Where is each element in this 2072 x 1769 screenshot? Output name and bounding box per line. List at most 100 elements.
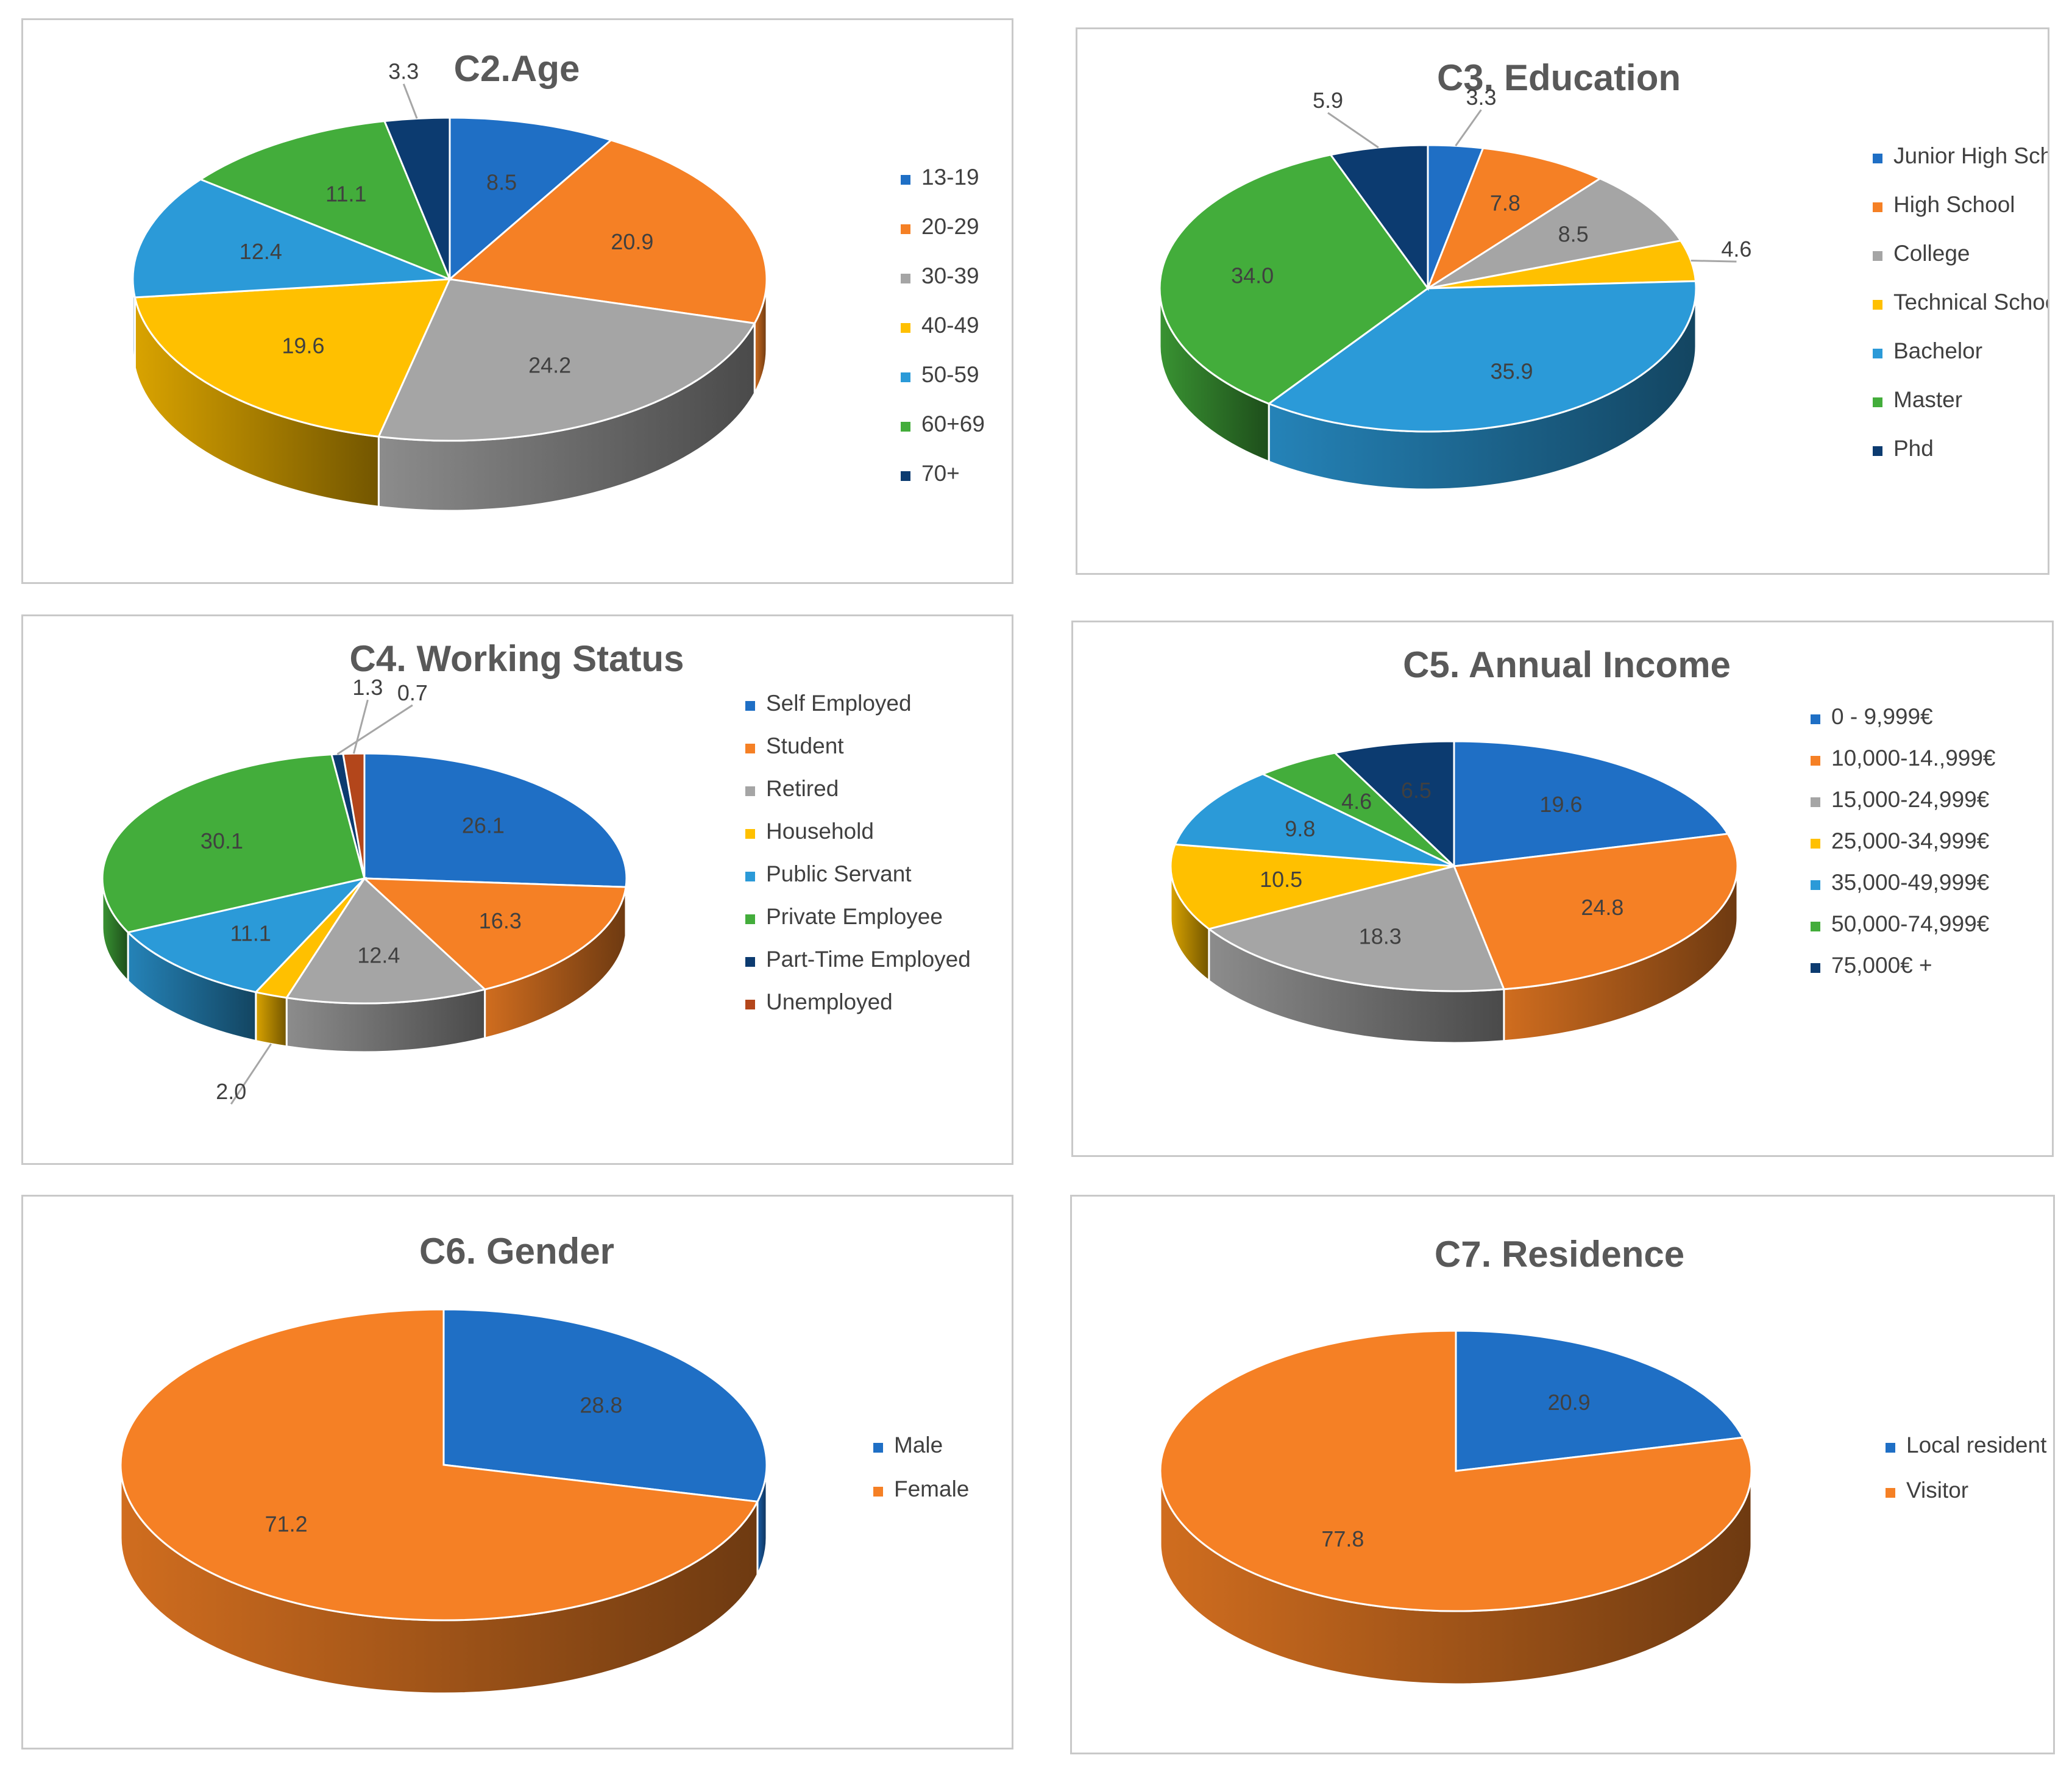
- pie-slice: [1425, 147, 1602, 291]
- legend-swatch: [901, 175, 910, 185]
- data-label: 4.6: [1341, 789, 1372, 814]
- legend-swatch: [901, 274, 910, 283]
- pie-slice: [285, 877, 487, 1005]
- data-label: 24.2: [528, 352, 571, 377]
- chart-title: C6. Gender: [419, 1231, 614, 1272]
- legend-label: Master: [1893, 387, 1962, 412]
- legend: Male Female: [873, 1433, 969, 1501]
- legend-swatch: [1873, 446, 1882, 456]
- legend-swatch: [1811, 963, 1820, 973]
- pie-slice: [1169, 843, 1455, 930]
- legend-label: Retired: [766, 776, 839, 801]
- chart-panel-c5: C5. Annual Income 19.6 24.8 18.3 10.5 9.8 4.6 6…: [1071, 621, 2054, 1157]
- data-label: 11.1: [325, 181, 366, 206]
- pie-slice: [449, 116, 613, 282]
- legend-swatch: [745, 701, 755, 711]
- legend-label: Technical School: [1893, 290, 2048, 315]
- chart-c5: C5. Annual Income 19.6 24.8 18.3 10.5 9.8 4.6 6…: [1169, 644, 1996, 1044]
- legend-label: Household: [766, 819, 874, 844]
- legend-swatch: [873, 1443, 883, 1453]
- legend-label: 60+69: [921, 411, 985, 436]
- data-label: 7.8: [1490, 191, 1520, 216]
- legend-label: 70+: [921, 461, 960, 486]
- legend-swatch: [873, 1487, 883, 1497]
- legend-label: 0 - 9,999€: [1831, 704, 1933, 729]
- pie-slice: [1207, 865, 1506, 992]
- pie-side: [101, 878, 628, 1053]
- data-label: 2.0: [216, 1079, 246, 1104]
- legend-label: Visitor: [1906, 1478, 1968, 1503]
- pie-slice: [1455, 1329, 1745, 1472]
- legend-label: High School: [1893, 192, 2015, 217]
- legend-swatch: [1811, 714, 1820, 724]
- legend-label: Private Employee: [766, 904, 943, 929]
- legend-swatch: [1811, 839, 1820, 849]
- pie-slice: [442, 1308, 768, 1503]
- legend-label: 50-59: [921, 362, 979, 387]
- legend: 0 - 9,999€ 10,000-14.,999€ 15,000-24,999€ 2…: [1811, 704, 1996, 978]
- pie-top: [1169, 740, 1739, 992]
- data-label: 35.9: [1490, 359, 1533, 384]
- legend-swatch: [745, 786, 755, 796]
- legend-swatch: [745, 872, 755, 881]
- chart-panel-c4: C4. Working Status 26.1 16.3 12.4 2.0 11.1 30.…: [21, 614, 1013, 1165]
- data-label: 30.1: [200, 828, 243, 853]
- pie-slice: [1453, 740, 1730, 867]
- legend-label: 35,000-49,999€: [1831, 870, 1990, 895]
- data-label: 3.3: [1466, 85, 1496, 110]
- pie-slice: [133, 278, 452, 438]
- pie-top: [101, 752, 628, 1005]
- leader-line: [230, 1043, 272, 1105]
- legend-label: Local resident: [1906, 1433, 2047, 1458]
- chart-title: C7. Residence: [1435, 1234, 1684, 1275]
- data-label: 5.9: [1313, 88, 1343, 113]
- pie-slice: [126, 877, 367, 994]
- data-label: 20.9: [611, 229, 653, 254]
- legend: 13-19 20-29 30-39 40-49 50-59 60+69 70+: [901, 165, 985, 486]
- legend-label: 20-29: [921, 214, 979, 239]
- chart-c7: C7. Residence 20.9 77.8 Local resident Visit…: [1159, 1234, 2047, 1685]
- pie-slice: [362, 877, 627, 991]
- legend-swatch: [745, 914, 755, 924]
- leader-line: [1455, 109, 1482, 147]
- legend-swatch: [745, 1000, 755, 1009]
- legend-swatch: [901, 471, 910, 481]
- legend-swatch: [745, 829, 755, 839]
- legend-label: 13-19: [921, 165, 979, 190]
- data-label: 1.3: [352, 675, 383, 700]
- pie-slice: [1173, 773, 1455, 867]
- legend-label: 40-49: [921, 313, 979, 338]
- data-label: 28.8: [580, 1392, 622, 1417]
- data-label: 20.9: [1548, 1390, 1591, 1415]
- pie-slice: [1158, 154, 1430, 405]
- pie-side: [1169, 866, 1739, 1044]
- legend-swatch: [901, 372, 910, 382]
- legend-swatch: [1873, 154, 1882, 163]
- legend-swatch: [1811, 922, 1820, 931]
- pie-slice: [132, 178, 450, 299]
- chart-panel-c6: C6. Gender 28.8 71.2 Male Female: [21, 1195, 1013, 1749]
- leader-line: [1691, 260, 1737, 263]
- pie-slice: [377, 278, 756, 442]
- legend-label: 10,000-14.,999€: [1831, 746, 1996, 771]
- chart-title: C3. Education: [1437, 57, 1681, 98]
- chart-c6: C6. Gender 28.8 71.2 Male Female: [119, 1231, 969, 1695]
- legend-swatch: [901, 224, 910, 234]
- legend-label: Public Servant: [766, 861, 912, 886]
- pie-slice: [447, 139, 768, 324]
- data-label: 12.4: [357, 943, 400, 968]
- legend-label: 75,000€ +: [1831, 953, 1932, 978]
- chart-panel-c7: C7. Residence 20.9 77.8 Local resident Visit…: [1070, 1195, 2055, 1754]
- pie-top: [132, 116, 768, 442]
- legend-swatch: [745, 957, 755, 967]
- legend-swatch: [745, 744, 755, 753]
- pie-slice: [119, 1308, 759, 1621]
- legend-label: Part-Time Employed: [766, 947, 971, 972]
- data-label: 11.1: [230, 921, 271, 946]
- legend-label: 50,000-74,999€: [1831, 911, 1990, 936]
- legend-swatch: [1811, 797, 1820, 807]
- data-label: 18.3: [1359, 924, 1402, 949]
- legend-label: Female: [894, 1476, 969, 1501]
- pie-slice: [101, 753, 366, 934]
- pie-top: [1159, 1329, 1753, 1612]
